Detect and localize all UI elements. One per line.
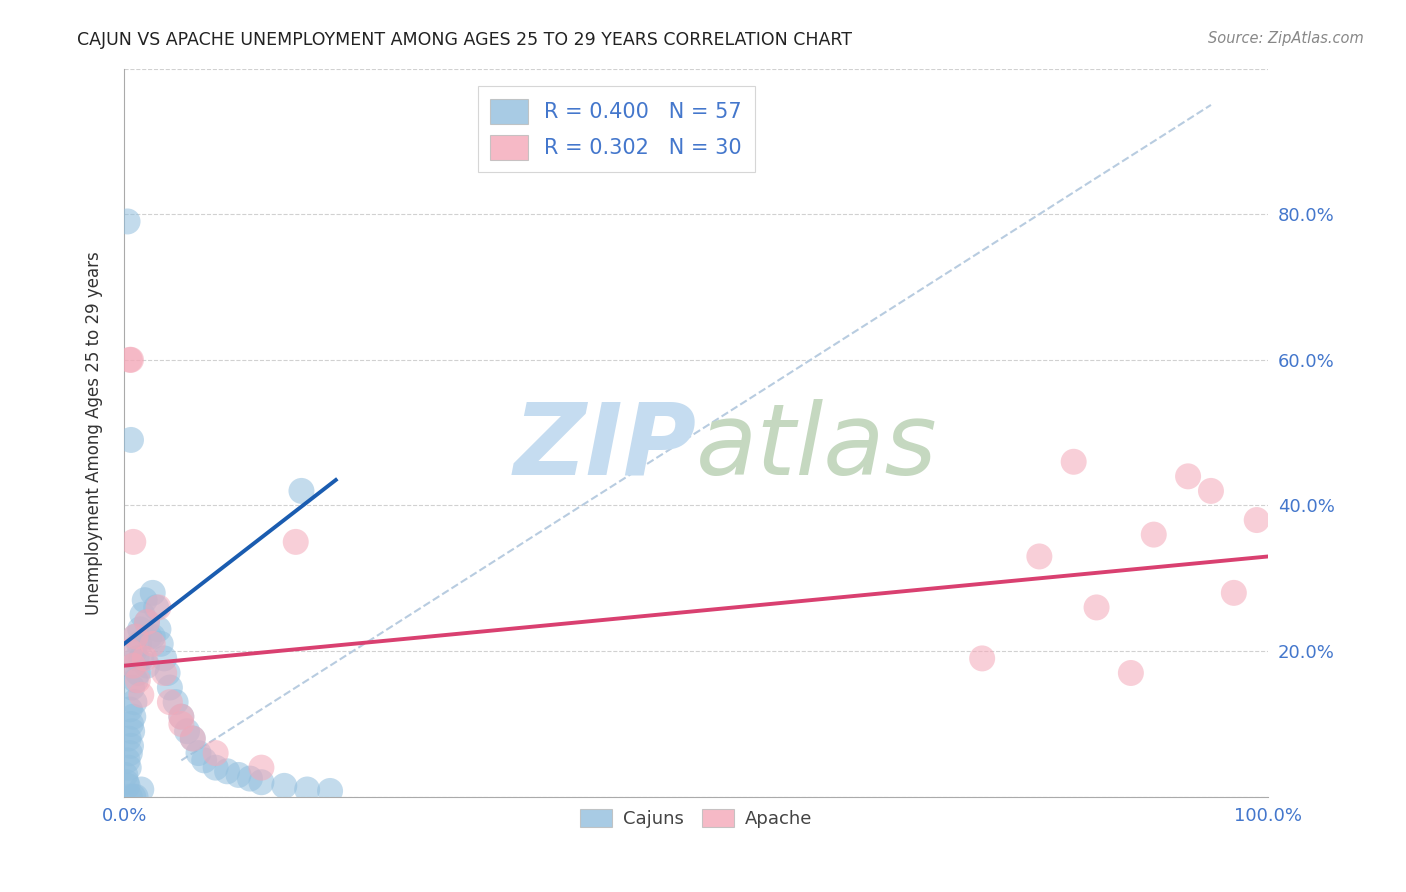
- Point: [125, 651, 148, 665]
- Point: [1223, 586, 1246, 600]
- Point: [1085, 600, 1108, 615]
- Point: [117, 753, 139, 767]
- Point: [1143, 527, 1166, 541]
- Point: [124, 789, 146, 804]
- Point: [122, 535, 145, 549]
- Point: [138, 630, 160, 644]
- Point: [176, 724, 198, 739]
- Point: [121, 724, 143, 739]
- Point: [124, 644, 146, 658]
- Point: [121, 681, 143, 695]
- Point: [1063, 455, 1085, 469]
- Point: [1246, 513, 1268, 527]
- Point: [181, 731, 204, 746]
- Point: [134, 651, 156, 665]
- Point: [250, 775, 273, 789]
- Point: [136, 658, 159, 673]
- Point: [142, 630, 165, 644]
- Y-axis label: Unemployment Among Ages 25 to 29 years: Unemployment Among Ages 25 to 29 years: [86, 251, 103, 615]
- Point: [170, 709, 193, 723]
- Point: [193, 753, 215, 767]
- Point: [124, 630, 146, 644]
- Point: [273, 779, 295, 793]
- Point: [129, 688, 152, 702]
- Point: [118, 644, 141, 658]
- Point: [295, 782, 318, 797]
- Point: [284, 535, 307, 549]
- Point: [127, 673, 149, 688]
- Text: atlas: atlas: [696, 399, 938, 496]
- Text: Source: ZipAtlas.com: Source: ZipAtlas.com: [1208, 31, 1364, 46]
- Point: [117, 214, 139, 228]
- Point: [118, 746, 141, 760]
- Point: [165, 695, 187, 709]
- Point: [250, 761, 273, 775]
- Point: [148, 622, 170, 636]
- Point: [1119, 665, 1142, 680]
- Point: [134, 593, 156, 607]
- Point: [129, 622, 152, 636]
- Point: [181, 731, 204, 746]
- Point: [120, 433, 142, 447]
- Text: ZIP: ZIP: [513, 399, 696, 496]
- Point: [148, 600, 170, 615]
- Point: [118, 702, 141, 716]
- Point: [129, 782, 152, 797]
- Point: [290, 483, 312, 498]
- Point: [122, 658, 145, 673]
- Point: [120, 717, 142, 731]
- Point: [142, 586, 165, 600]
- Point: [129, 651, 152, 665]
- Point: [153, 651, 176, 665]
- Point: [159, 695, 181, 709]
- Text: CAJUN VS APACHE UNEMPLOYMENT AMONG AGES 25 TO 29 YEARS CORRELATION CHART: CAJUN VS APACHE UNEMPLOYMENT AMONG AGES …: [77, 31, 852, 49]
- Point: [120, 352, 142, 367]
- Point: [149, 637, 172, 651]
- Legend: Cajuns, Apache: Cajuns, Apache: [572, 801, 820, 835]
- Point: [127, 665, 149, 680]
- Point: [122, 658, 145, 673]
- Point: [170, 709, 193, 723]
- Point: [142, 637, 165, 651]
- Point: [1028, 549, 1050, 564]
- Point: [228, 768, 250, 782]
- Point: [1199, 483, 1222, 498]
- Point: [319, 784, 342, 798]
- Point: [136, 615, 159, 629]
- Point: [122, 709, 145, 723]
- Point: [153, 665, 176, 680]
- Point: [170, 717, 193, 731]
- Point: [124, 630, 146, 644]
- Point: [118, 731, 141, 746]
- Point: [120, 739, 142, 753]
- Point: [118, 761, 141, 775]
- Point: [118, 789, 141, 804]
- Point: [204, 746, 226, 760]
- Point: [972, 651, 994, 665]
- Point: [145, 600, 167, 615]
- Point: [124, 673, 146, 688]
- Point: [136, 615, 159, 629]
- Point: [122, 789, 145, 804]
- Point: [131, 607, 153, 622]
- Point: [118, 352, 141, 367]
- Point: [217, 764, 239, 779]
- Point: [239, 772, 262, 786]
- Point: [117, 779, 139, 793]
- Point: [159, 681, 181, 695]
- Point: [1177, 469, 1199, 483]
- Point: [128, 637, 150, 651]
- Point: [156, 665, 179, 680]
- Point: [204, 761, 226, 775]
- Point: [187, 746, 209, 760]
- Point: [114, 768, 136, 782]
- Point: [124, 695, 146, 709]
- Point: [115, 775, 138, 789]
